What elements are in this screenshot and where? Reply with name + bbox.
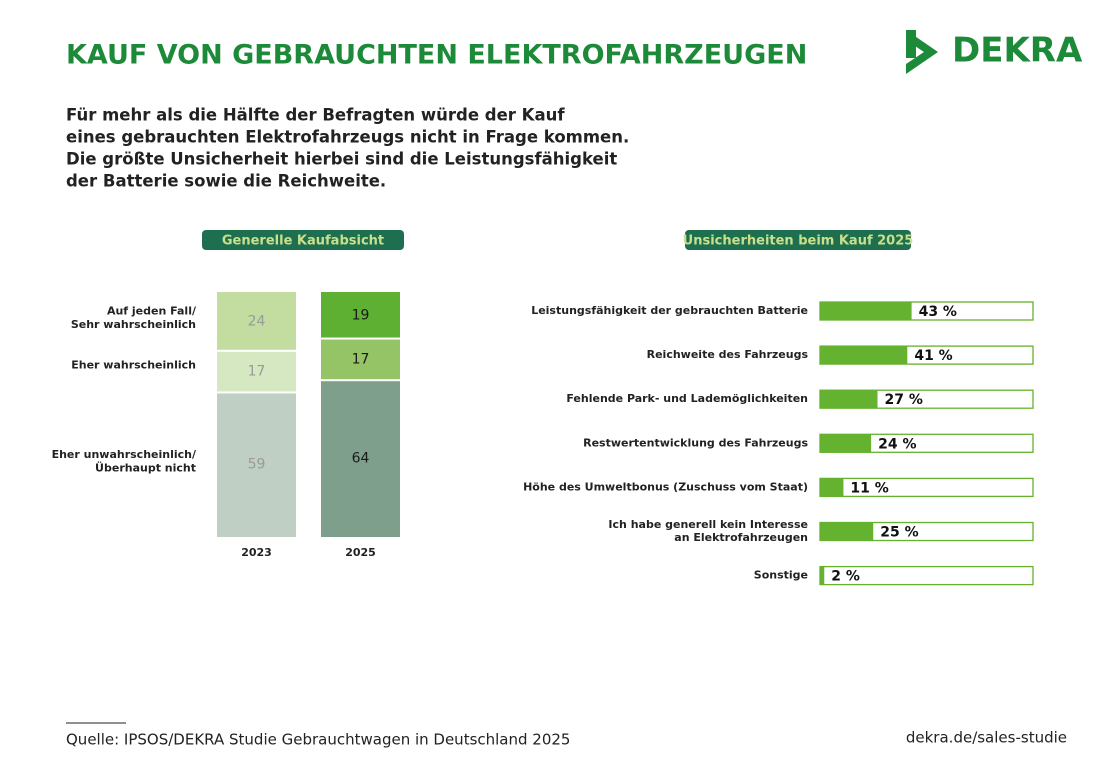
logo: DEKRA — [952, 31, 1083, 71]
bar — [820, 434, 872, 453]
category-label: Höhe des Umweltbonus (Zuschuss vom Staat… — [523, 480, 808, 493]
chart-title: Unsicherheiten beim Kauf 2025 — [683, 234, 914, 249]
data-label: 59 — [248, 457, 266, 473]
data-label: 11 % — [850, 480, 888, 496]
data-label: 25 % — [880, 525, 918, 541]
legend-label: Auf jeden Fall/Sehr wahrscheinlich — [71, 305, 197, 331]
data-label: 24 — [248, 313, 266, 329]
bar-segment — [217, 292, 296, 350]
subtitle-line: der Batterie sowie die Reichweite. — [66, 172, 386, 191]
data-label: 43 % — [919, 304, 957, 320]
url: dekra.de/sales-studie — [906, 729, 1067, 747]
data-label: 41 % — [914, 348, 952, 364]
bar — [820, 302, 912, 320]
chart-title-pill — [685, 230, 911, 250]
data-label: 2 % — [831, 569, 860, 585]
logo-mark — [906, 30, 916, 58]
bar-segment — [217, 393, 296, 537]
bar — [820, 478, 844, 497]
bar — [820, 522, 874, 541]
legend-label: Eher unwahrscheinlich/Überhaupt nicht — [52, 448, 197, 474]
bar-segment — [321, 339, 400, 380]
bar-segment — [217, 351, 296, 392]
bar — [820, 390, 878, 409]
chart-title: Generelle Kaufabsicht — [222, 234, 384, 249]
x-tick-label: 2023 — [241, 546, 272, 559]
bar — [820, 566, 825, 585]
category-label: Fehlende Park- und Lademöglichkeiten — [566, 392, 808, 405]
data-label: 24 % — [878, 436, 916, 452]
bar-segment — [321, 381, 400, 537]
data-label: 17 — [352, 351, 370, 367]
category-label: Reichweite des Fahrzeugs — [647, 348, 809, 361]
chart-title-pill — [202, 230, 404, 250]
data-label: 17 — [248, 364, 266, 380]
subtitle-line: eines gebrauchten Elektrofahrzeugs nicht… — [66, 128, 629, 147]
category-label: Restwertentwicklung des Fahrzeugs — [583, 436, 808, 449]
subtitle-line: Die größte Unsicherheit hierbei sind die… — [66, 150, 617, 169]
bar — [820, 346, 908, 365]
x-tick-label: 2025 — [345, 546, 376, 559]
category-label: Leistungsfähigkeit der gebrauchten Batte… — [531, 304, 808, 317]
subtitle-line: Für mehr als die Hälfte der Befragten wü… — [66, 106, 565, 125]
bar-segment — [321, 292, 400, 338]
category-label: Sonstige — [754, 569, 808, 582]
source: Quelle: IPSOS/DEKRA Studie Gebrauchtwage… — [66, 731, 570, 749]
data-label: 19 — [352, 307, 370, 323]
page-title: KAUF VON GEBRAUCHTEN ELEKTROFAHRZEUGEN — [66, 40, 807, 71]
subtitle: Für mehr als die Hälfte der Befragten wü… — [66, 106, 629, 191]
category-label: Ich habe generell kein Interesse an Elekt… — [608, 518, 808, 544]
data-label: 64 — [352, 451, 370, 467]
legend-label: Eher wahrscheinlich — [71, 359, 196, 372]
data-label: 27 % — [885, 392, 923, 408]
